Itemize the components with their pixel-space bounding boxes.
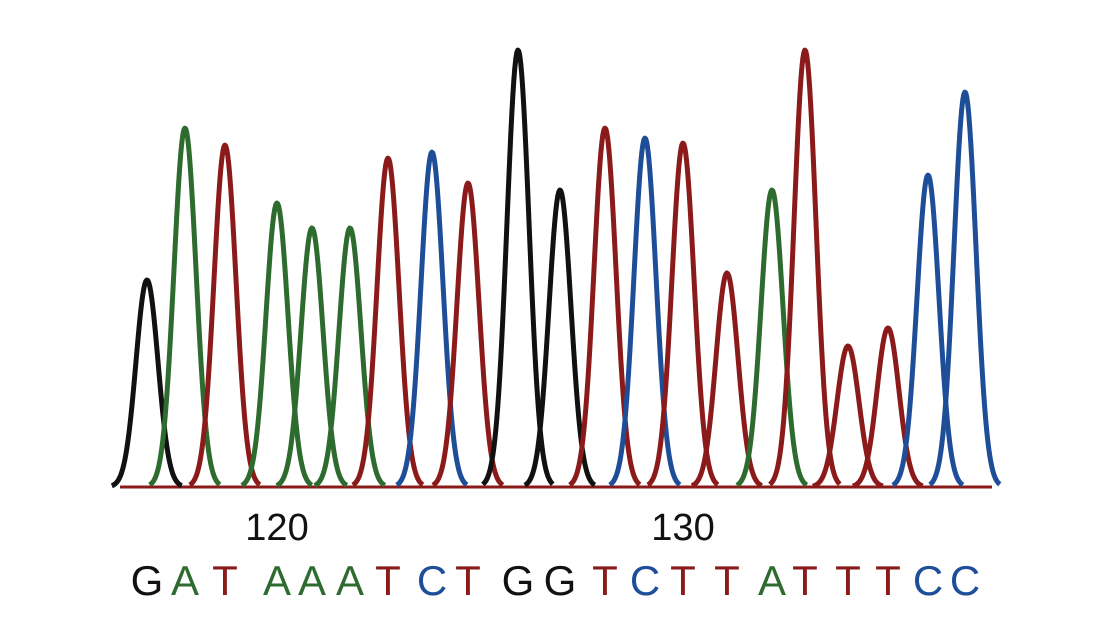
peak	[313, 225, 387, 488]
base-call: T	[455, 557, 481, 604]
peak	[110, 277, 184, 489]
base-call: T	[792, 557, 818, 604]
base-call: T	[592, 557, 618, 604]
peak	[690, 270, 764, 489]
base-call: T	[212, 557, 238, 604]
peak	[735, 187, 809, 488]
base-call: C	[913, 557, 943, 604]
peak	[891, 172, 965, 488]
base-call: G	[502, 557, 535, 604]
peak	[568, 125, 642, 487]
base-call: C	[630, 557, 660, 604]
base-call: A	[758, 557, 786, 604]
peak	[395, 149, 469, 488]
peak	[851, 325, 925, 489]
peak	[188, 142, 262, 488]
base-call: G	[131, 557, 164, 604]
position-label: 130	[651, 507, 714, 549]
peak	[768, 47, 842, 487]
peak	[811, 343, 885, 489]
base-call: T	[875, 557, 901, 604]
base-call: A	[263, 557, 291, 604]
base-call: A	[171, 557, 199, 604]
base-call: A	[298, 557, 326, 604]
base-call: A	[336, 557, 364, 604]
peak	[928, 89, 1002, 487]
peak	[240, 200, 314, 488]
base-call: C	[950, 557, 980, 604]
base-call: C	[417, 557, 447, 604]
base-call: T	[835, 557, 861, 604]
base-call: T	[375, 557, 401, 604]
base-call: G	[544, 557, 577, 604]
peak	[275, 225, 349, 488]
position-label: 120	[245, 507, 308, 549]
base-call: T	[670, 557, 696, 604]
base-call: T	[714, 557, 740, 604]
peak	[148, 125, 222, 487]
peak	[608, 135, 682, 487]
